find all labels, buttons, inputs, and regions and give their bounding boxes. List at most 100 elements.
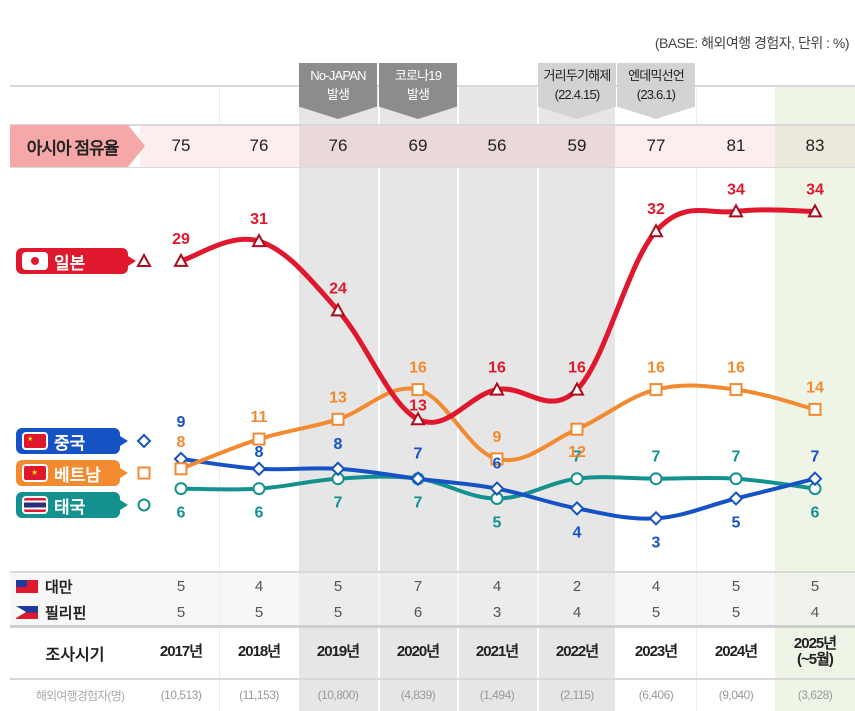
other-country-value: 5: [731, 603, 741, 621]
data-point-japan: [648, 223, 664, 238]
other-country-value: 6: [413, 603, 423, 621]
respondents-value: (2,115): [560, 688, 594, 702]
taiwan-flag-icon: [16, 580, 38, 593]
value-label-vietnam: 12: [568, 444, 586, 461]
data-point-thailand: [649, 472, 663, 486]
data-point-vietnam: [649, 383, 663, 397]
value-label-vietnam: 16: [727, 360, 745, 377]
data-point-japan: [410, 411, 426, 426]
event-marker: 코로나19 발생: [379, 63, 457, 119]
other-country-value: 5: [176, 577, 186, 595]
value-label-japan: 34: [727, 181, 745, 198]
others-top-border: [10, 571, 855, 573]
value-label-japan: 16: [488, 360, 506, 377]
value-label-china: 7: [414, 446, 423, 463]
share-row-bottom-border: [10, 167, 855, 168]
data-point-china: [807, 471, 823, 487]
asia-share-value: 69: [408, 136, 428, 155]
value-label-japan: 24: [329, 280, 347, 297]
share-row-bg: [299, 125, 615, 167]
other-country-value: 4: [810, 603, 820, 621]
value-label-china: 4: [573, 524, 582, 541]
respondents-value: (4,839): [400, 688, 436, 702]
thailand-flag-icon: [22, 496, 48, 514]
share-row-bg: [140, 125, 299, 167]
year-text: 2022년: [555, 643, 599, 660]
value-label-thailand: 7: [573, 449, 582, 466]
legend-marker-japan: [136, 252, 152, 267]
data-point-thailand: [252, 482, 266, 496]
philippines-flag-icon: [16, 606, 38, 619]
asia-share-value: 76: [249, 136, 269, 155]
value-label-japan: 34: [806, 181, 824, 198]
data-point-china: [330, 461, 346, 477]
value-label-thailand: 6: [255, 505, 264, 522]
value-label-vietnam: 16: [409, 360, 427, 377]
other-country-value: 4: [492, 577, 502, 595]
others-bg: [10, 573, 855, 625]
data-point-china: [569, 500, 585, 516]
others-bottom-border: [10, 625, 855, 628]
data-point-china: [410, 471, 426, 487]
respondents-value: (9,040): [718, 688, 754, 702]
value-label-thailand: 7: [732, 449, 741, 466]
data-point-thailand: [729, 472, 743, 486]
asia-share-value: 75: [171, 136, 191, 155]
other-country-value: 4: [254, 577, 264, 595]
data-point-japan: [807, 203, 823, 218]
asia-share-value: 77: [646, 136, 666, 155]
data-point-china: [648, 510, 664, 526]
value-label-vietnam: 9: [493, 429, 502, 446]
value-label-thailand: 7: [334, 495, 343, 512]
legend-marker-thailand: [137, 498, 151, 512]
data-point-japan: [251, 233, 267, 248]
legend-china: ★ 중국: [16, 428, 128, 454]
japan-flag-icon: [22, 252, 48, 270]
china-flag-icon: ★: [22, 432, 48, 450]
asia-share-value: 83: [805, 136, 825, 155]
value-label-china: 8: [334, 436, 343, 453]
year-label: 2022년: [538, 630, 616, 674]
data-point-thailand: [174, 482, 188, 496]
value-label-japan: 13: [409, 397, 427, 414]
legend-thailand: 태국: [16, 492, 128, 518]
other-country-value: 4: [651, 577, 661, 595]
value-label-japan: 32: [647, 201, 665, 218]
data-point-japan: [330, 302, 346, 317]
asia-share-value: 56: [487, 136, 507, 155]
year-label: 2018년: [220, 630, 298, 674]
event-title: 코로나19: [394, 68, 442, 83]
value-label-japan: 29: [172, 231, 190, 248]
data-point-japan: [489, 381, 505, 396]
respondents-value: (6,406): [638, 688, 674, 702]
data-point-thailand: [570, 472, 584, 486]
year-label: 2023년: [617, 630, 695, 674]
data-point-china: [251, 461, 267, 477]
event-title: 엔데믹선언: [628, 68, 685, 83]
event-subtitle: (23.6.1): [636, 87, 676, 102]
data-point-vietnam: [729, 383, 743, 397]
year-text: 2025년: [793, 635, 837, 652]
event-marker: No-JAPAN 발생: [299, 63, 377, 119]
asia-share-label: 아시아 점유율: [10, 125, 145, 167]
value-label-china: 7: [811, 449, 820, 466]
value-label-vietnam: 16: [647, 360, 665, 377]
value-label-thailand: 7: [414, 495, 423, 512]
respondents-value: (1,494): [479, 688, 515, 702]
year-text: 2017년: [159, 643, 203, 660]
year-text: 2024년: [714, 643, 758, 660]
respondents-value: (3,628): [797, 688, 833, 702]
data-point-vietnam: [331, 412, 345, 426]
other-country-value: 5: [810, 577, 820, 595]
respondents-value: (10,513): [160, 688, 202, 702]
other-country-value: 2: [572, 577, 582, 595]
event-title: No-JAPAN: [310, 68, 366, 83]
value-label-vietnam: 14: [806, 379, 824, 396]
year-label: 2024년: [697, 630, 775, 674]
value-label-china: 9: [177, 414, 186, 431]
event-subtitle: 발생: [326, 87, 350, 102]
data-point-vietnam: [490, 452, 504, 466]
data-point-japan: [173, 252, 189, 267]
